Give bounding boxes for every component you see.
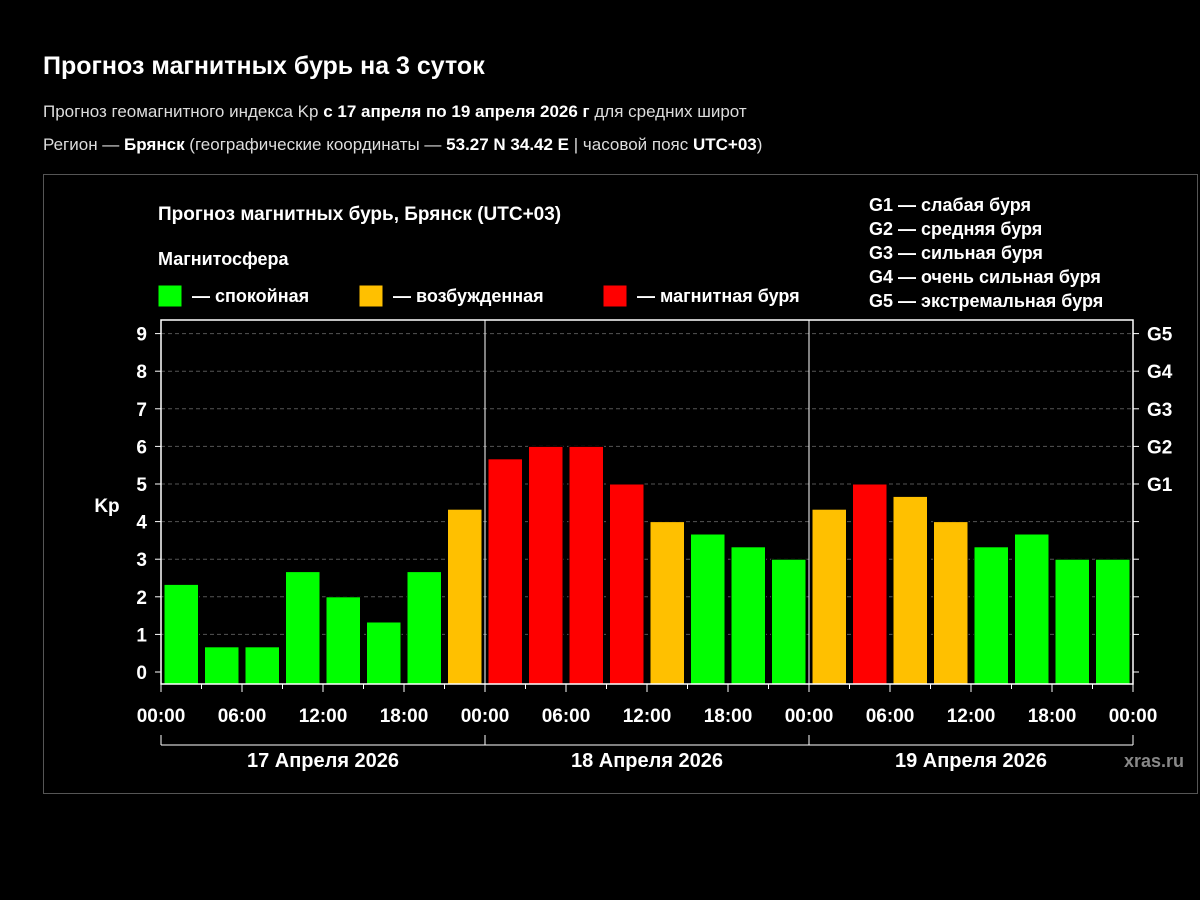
kp-bar (1014, 533, 1050, 685)
g-scale-tick-label: G4 (1147, 362, 1173, 383)
y-tick-label: 1 (136, 625, 147, 646)
kp-bar (892, 495, 928, 685)
line1-suffix: для средних широт (589, 102, 747, 121)
kp-bar (325, 596, 361, 685)
legend-label-excited: — возбужденная (393, 286, 544, 306)
x-tick-label: 06:00 (218, 706, 267, 727)
y-axis-label: Kp (94, 496, 119, 517)
x-tick-label: 18:00 (1028, 706, 1077, 727)
region-timezone: UTC+03 (692, 135, 757, 154)
legend: — спокойная — возбужденная — магнитная бур… (157, 284, 800, 308)
region-description: Регион — Брянск (географические координа… (43, 135, 762, 155)
kp-bar (690, 533, 726, 685)
x-tick-label: 00:00 (1109, 706, 1158, 727)
day-label: 19 Апреля 2026 (895, 750, 1047, 772)
kp-bar (204, 646, 240, 685)
kp-bar (771, 558, 807, 685)
legend-label-storm: — магнитная буря (637, 286, 800, 306)
legend-label-calm: — спокойная (192, 286, 309, 306)
kp-bar (1054, 558, 1090, 685)
chart-title: Прогноз магнитных бурь, Брянск (UTC+03) (158, 204, 561, 225)
plot-area: 0 1 2 3 4 5 6 7 8 9 G1 G2 G3 G4 G5 00:00 06:00 12:00 18:00… (136, 319, 1173, 772)
kp-bar (244, 646, 280, 685)
forecast-description: Прогноз геомагнитного индекса Kp с 17 ап… (43, 102, 747, 122)
kp-bar (730, 546, 766, 685)
legend-swatch-storm (602, 284, 628, 308)
line2-mid2: | часовой пояс (569, 135, 693, 154)
kp-bar (1095, 558, 1131, 685)
kp-bar (487, 458, 523, 685)
y-tick-label: 3 (136, 550, 147, 571)
day-label: 18 Апреля 2026 (571, 750, 723, 772)
line2-mid: (географические координаты — (184, 135, 447, 154)
x-tick-label: 18:00 (704, 706, 753, 727)
line1-prefix: Прогноз геомагнитного индекса Kp (43, 102, 324, 121)
y-tick-label: 9 (136, 325, 147, 346)
kp-bar (811, 508, 847, 685)
y-tick-label: 7 (136, 400, 147, 421)
y-tick-label: 2 (136, 588, 147, 609)
kp-bar (163, 583, 199, 685)
x-tick-label: 06:00 (542, 706, 591, 727)
page-title: Прогноз магнитных бурь на 3 суток (43, 52, 485, 80)
g-scale-legend-item: G4 — очень сильная буря (869, 267, 1101, 287)
g-scale-tick-label: G1 (1147, 475, 1173, 496)
line2-prefix: Регион — (43, 135, 125, 154)
g-scale-legend: G1 — слабая буря G2 — средняя буря G3 — си… (869, 195, 1103, 311)
kp-bar (447, 508, 483, 685)
y-tick-label: 5 (136, 475, 147, 496)
line2-suffix: ) (756, 135, 763, 154)
kp-bar (568, 445, 604, 685)
g-scale-legend-item: G5 — экстремальная буря (869, 291, 1103, 311)
kp-bar (933, 521, 969, 685)
x-tick-label: 18:00 (380, 706, 429, 727)
g-scale-legend-item: G3 — сильная буря (869, 243, 1043, 263)
watermark: xras.ru (1124, 751, 1184, 771)
g-scale-legend-item: G2 — средняя буря (869, 219, 1042, 239)
x-tick-label: 12:00 (299, 706, 348, 727)
kp-bar (852, 483, 888, 685)
x-tick-label: 00:00 (461, 706, 510, 727)
y-tick-label: 6 (136, 437, 147, 458)
g-scale-tick-label: G5 (1147, 325, 1173, 346)
chart-frame (43, 174, 1198, 794)
y-tick-label: 8 (136, 362, 147, 383)
region-coords: 53.27 N 34.42 E (446, 135, 570, 154)
g-scale-tick-label: G3 (1147, 400, 1172, 421)
x-tick-label: 00:00 (785, 706, 834, 727)
kp-bar (609, 483, 645, 685)
g-scale-legend-item: G1 — слабая буря (869, 195, 1031, 215)
kp-bar (973, 546, 1009, 685)
kp-bar (285, 571, 321, 685)
x-tick-label: 12:00 (947, 706, 996, 727)
region-city: Брянск (124, 135, 185, 154)
forecast-period: с 17 апреля по 19 апреля 2026 г (323, 102, 590, 121)
kp-bar (406, 571, 442, 685)
g-scale-tick-label: G2 (1147, 437, 1172, 458)
legend-title: Магнитосфера (158, 249, 290, 269)
kp-bar (366, 621, 402, 685)
kp-bar (528, 445, 564, 685)
x-tick-label: 12:00 (623, 706, 672, 727)
y-tick-label: 0 (136, 663, 147, 684)
x-tick-label: 00:00 (137, 706, 186, 727)
day-label: 17 Апреля 2026 (247, 750, 399, 772)
legend-swatch-calm (157, 284, 183, 308)
legend-swatch-excited (358, 284, 384, 308)
y-tick-label: 4 (136, 513, 147, 534)
x-tick-label: 06:00 (866, 706, 915, 727)
kp-bar (649, 521, 685, 685)
